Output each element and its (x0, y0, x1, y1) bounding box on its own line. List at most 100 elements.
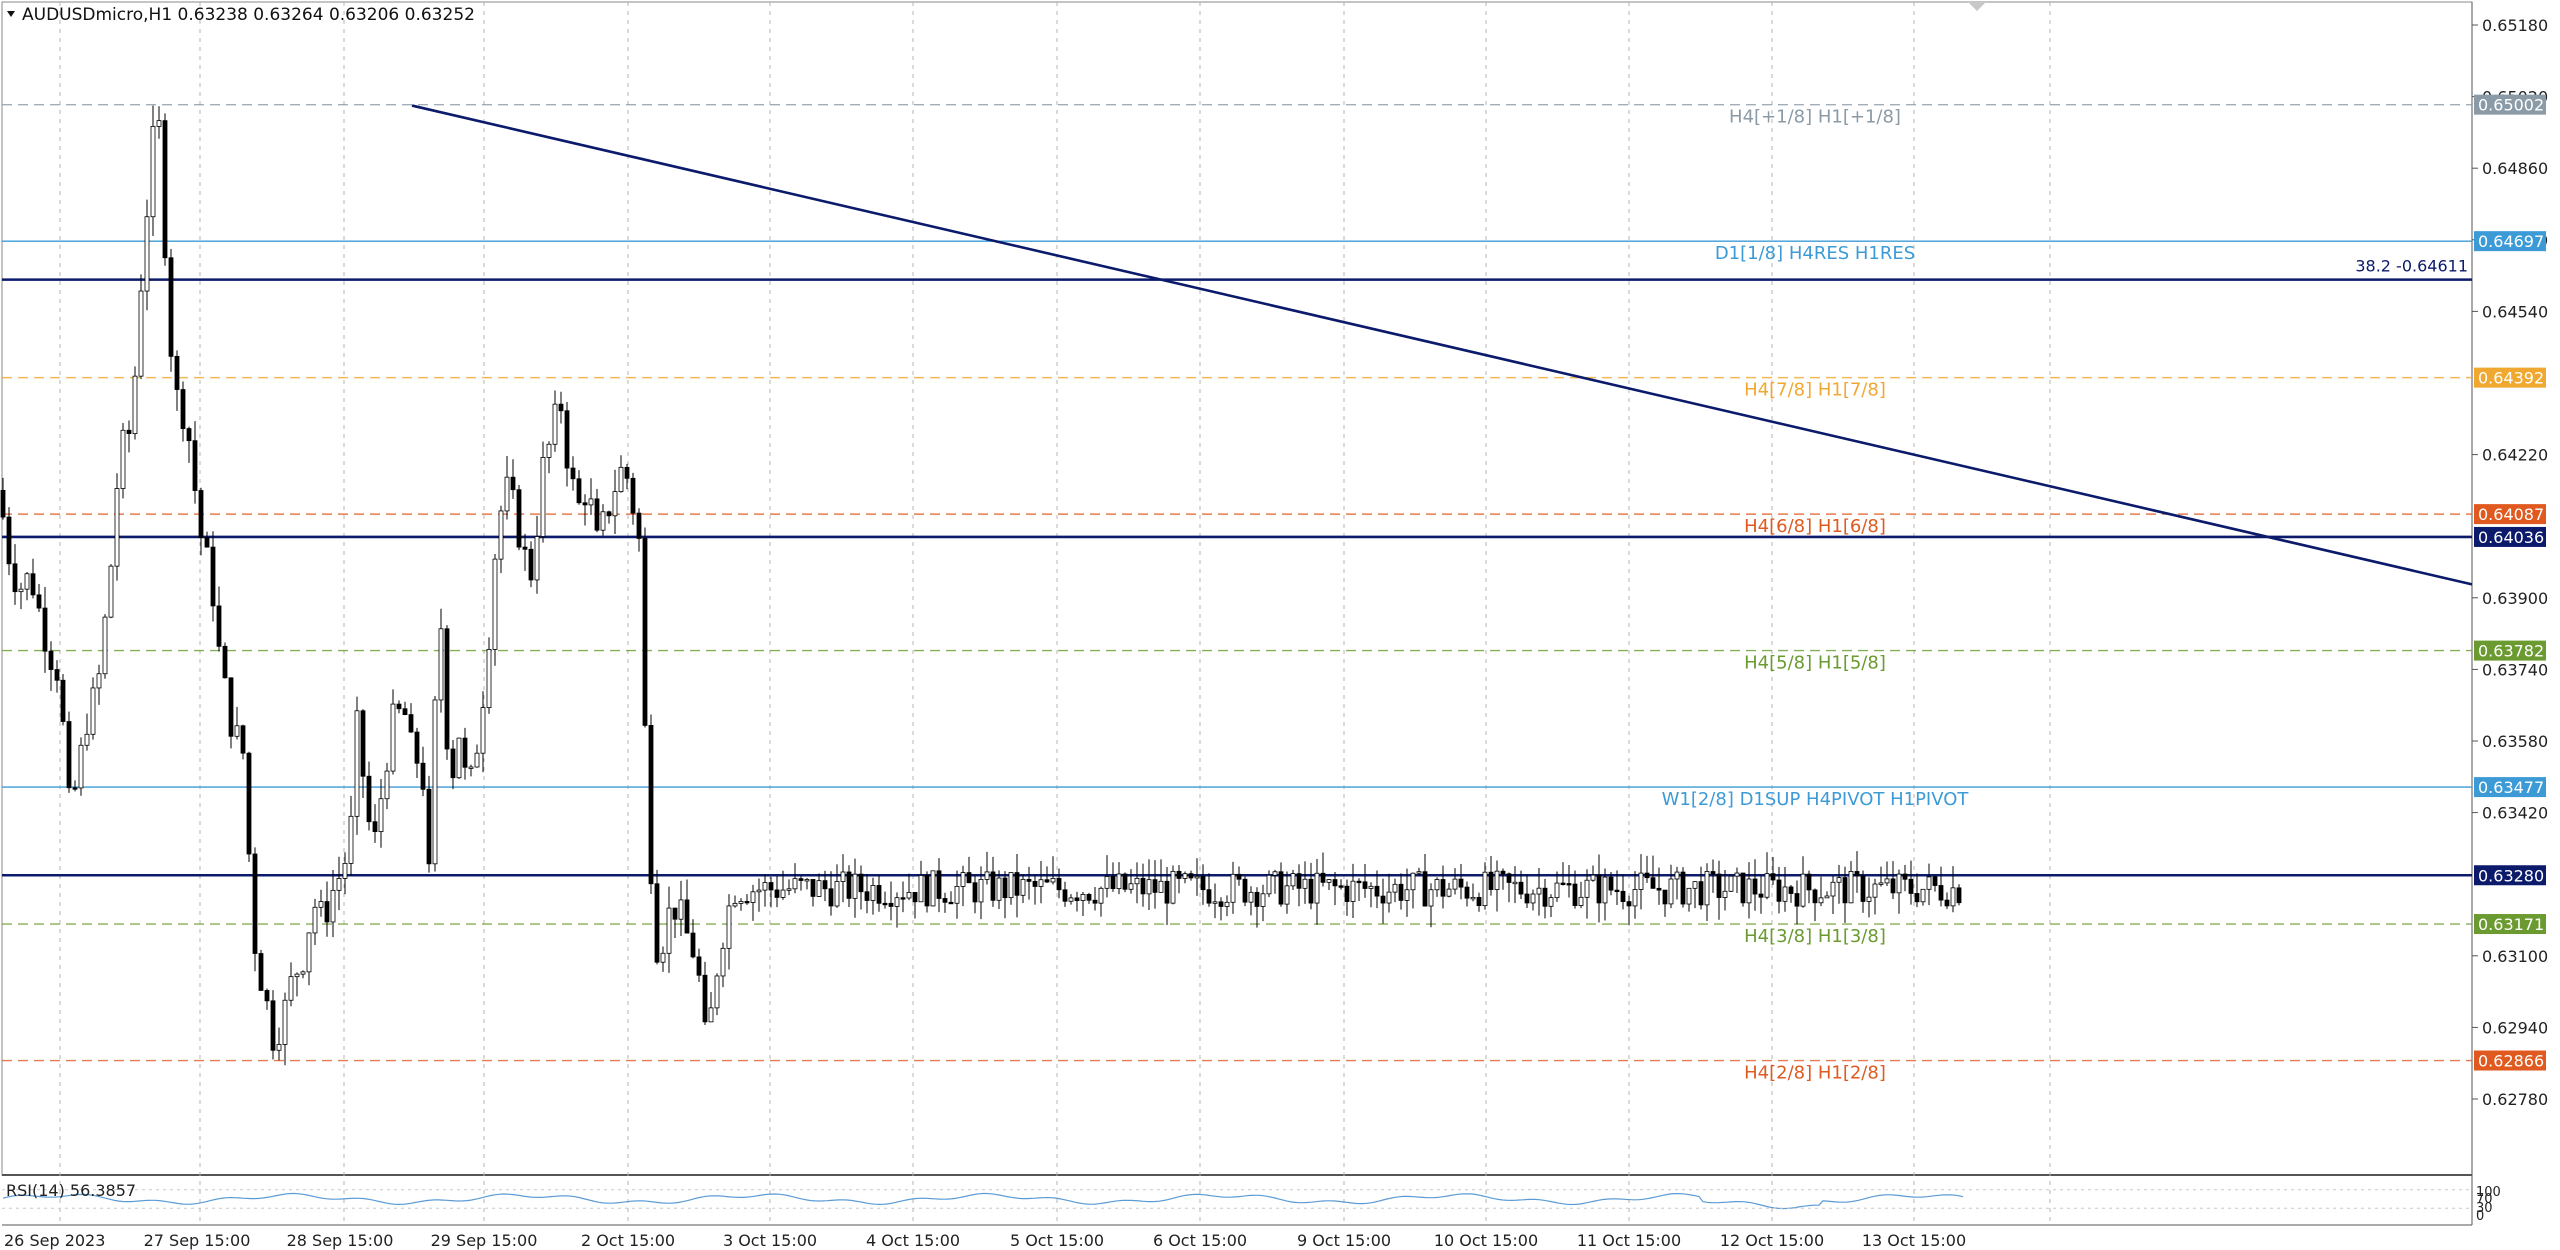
horizontal-levels: H4[+1/8] H1[+1/8] D1[1/8] H4RES H1RES 38.2… (2, 103, 2472, 1084)
candle-body (1002, 877, 1008, 899)
candle-body (1680, 871, 1686, 905)
scroll-marker-icon[interactable] (1968, 2, 1986, 11)
candle-body (642, 538, 648, 726)
candle-body (192, 440, 198, 491)
candle-body (744, 901, 750, 904)
candle-body (1872, 883, 1878, 898)
candle-body (966, 872, 972, 884)
candle-body (306, 932, 312, 973)
candle-body (678, 899, 684, 920)
candle-body (12, 563, 18, 593)
candle-body (1086, 894, 1092, 901)
price-tag (2474, 94, 2546, 115)
candle-body (1482, 871, 1488, 907)
time-tick-label: 6 Oct 15:00 (1153, 1231, 1247, 1250)
candle-body (1584, 879, 1590, 898)
candle-body (492, 558, 498, 650)
candle-body (234, 725, 240, 737)
level-label: H4[2/8] H1[2/8] (1744, 1063, 1886, 1084)
price-tick-label: 0.65180 (2482, 16, 2548, 35)
level-label: H4[5/8] H1[5/8] (1744, 653, 1886, 674)
candle-body (780, 889, 786, 898)
candle-body (660, 952, 666, 963)
time-tick-label: 3 Oct 15:00 (723, 1231, 817, 1250)
price-tick-label: 0.63580 (2482, 732, 2548, 751)
level-label: D1[1/8] H4RES H1RES (1715, 243, 1915, 264)
candle-body (906, 891, 912, 899)
candle-body (1404, 889, 1410, 901)
candle-body (1818, 897, 1824, 904)
candle-body (1758, 893, 1764, 898)
candle-body (414, 731, 420, 764)
candle-body (1476, 896, 1482, 907)
candle-body (990, 871, 996, 901)
price-tag-label: 0.63782 (2478, 642, 2544, 661)
candle-body (120, 429, 126, 489)
candle-body (630, 477, 636, 514)
candle-body (138, 290, 144, 377)
level-label: H4[+1/8] H1[+1/8] (1729, 107, 1901, 128)
candle-body (1830, 881, 1836, 897)
symbol-header: AUDUSDmicro,H1 0.63238 0.63264 0.63206 0… (22, 5, 475, 25)
price-tick-label: 0.63900 (2482, 589, 2548, 608)
candle-body (1812, 889, 1818, 904)
candle-body (1338, 885, 1344, 888)
candle-body (1104, 876, 1110, 889)
candle-body (546, 443, 552, 458)
candle-body (1800, 873, 1806, 907)
price-tag (2474, 504, 2546, 525)
candle-body (1230, 873, 1236, 903)
candle-body (294, 973, 300, 978)
time-tick-label: 9 Oct 15:00 (1297, 1231, 1391, 1250)
candle-body (1710, 871, 1716, 875)
candle-body (912, 891, 918, 903)
candle-body (864, 891, 870, 901)
candle-body (84, 733, 90, 746)
candle-body (1650, 877, 1656, 889)
candle-body (1782, 886, 1788, 902)
candle-body (870, 885, 876, 901)
candle-body (654, 883, 660, 963)
candle-body (1170, 870, 1176, 904)
candle-body (342, 862, 348, 879)
candle-body (1692, 881, 1698, 889)
candle-body (1194, 875, 1200, 879)
candle-body (60, 679, 66, 722)
candle-body (1008, 872, 1014, 899)
price-tag-label: 0.62866 (2478, 1052, 2544, 1071)
candle-body (126, 429, 132, 434)
candle-body (900, 897, 906, 900)
candle-body (1932, 876, 1938, 886)
price-tag (2474, 1050, 2546, 1071)
price-tag-label: 0.63280 (2478, 866, 2544, 885)
candle-body (1956, 887, 1962, 904)
candle-body (198, 490, 204, 539)
candle-body (1530, 893, 1536, 904)
candle-body (48, 650, 54, 670)
collapse-triangle-icon[interactable] (7, 11, 15, 17)
candle-body (636, 512, 642, 539)
candle-body (462, 737, 468, 768)
candle-body (1566, 883, 1572, 886)
candle-body (600, 511, 606, 531)
candle-body (876, 885, 882, 904)
candle-body (894, 897, 900, 907)
candle-body (168, 257, 174, 357)
candle-body (24, 573, 30, 590)
time-tick-label: 13 Oct 15:00 (1862, 1231, 1966, 1250)
candle-body (1578, 896, 1584, 906)
candle-body (840, 871, 846, 882)
candle-body (1824, 895, 1830, 899)
candle-body (1122, 873, 1128, 890)
candle-body (852, 873, 858, 899)
candle-body (1350, 880, 1356, 902)
candle-body (696, 956, 702, 976)
candle-body (1590, 874, 1596, 881)
candle-body (1854, 871, 1860, 877)
candle-body (552, 403, 558, 445)
candle-body (708, 1007, 714, 1023)
candle-body (1398, 883, 1404, 901)
candle-body (1542, 887, 1548, 907)
candle-body (1416, 871, 1422, 874)
